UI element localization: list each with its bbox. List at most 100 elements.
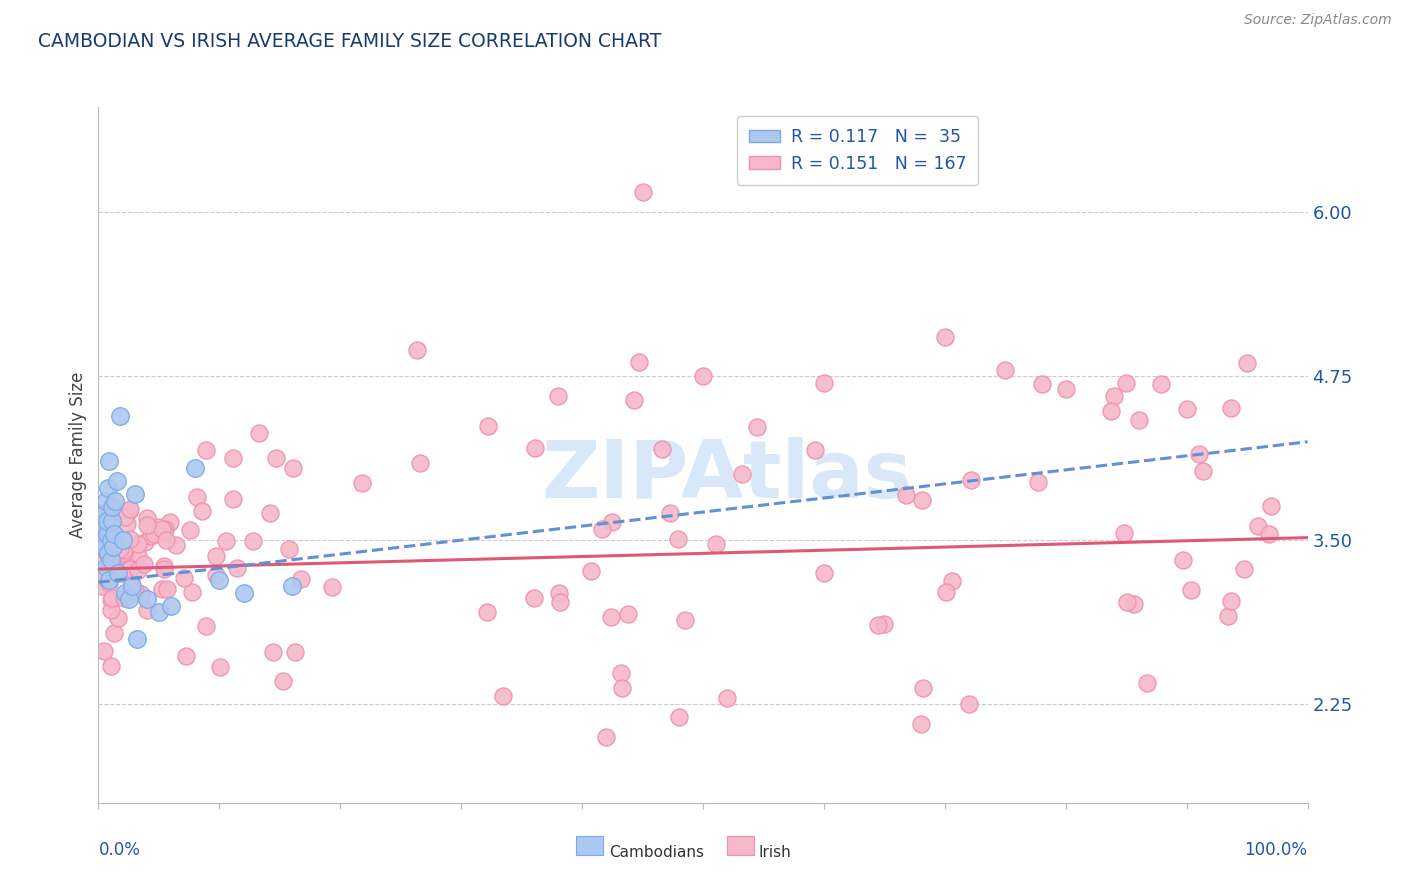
- Point: [100, 553, 122, 567]
- Point: [264, 450, 287, 465]
- Point: [150, 582, 173, 596]
- Point: [135, 592, 157, 607]
- Point: [103, 625, 125, 640]
- Point: [283, 460, 305, 475]
- Point: [1115, 376, 1137, 390]
- Point: [247, 425, 270, 440]
- Point: [1128, 413, 1150, 427]
- Point: [118, 502, 141, 516]
- Point: [692, 369, 714, 384]
- Point: [194, 618, 217, 632]
- Point: [666, 532, 689, 546]
- Point: [127, 563, 149, 577]
- Point: [492, 689, 515, 703]
- Point: [118, 504, 141, 518]
- Point: [114, 549, 136, 563]
- Point: [350, 476, 373, 491]
- Point: [1258, 526, 1281, 541]
- Point: [1188, 446, 1211, 460]
- Point: [100, 593, 122, 607]
- Point: [278, 541, 301, 556]
- Point: [124, 487, 146, 501]
- Point: [548, 586, 571, 600]
- Point: [600, 610, 623, 624]
- Legend: R = 0.117   N =  35, R = 0.151   N = 167: R = 0.117 N = 35, R = 0.151 N = 167: [737, 116, 979, 185]
- Point: [547, 389, 569, 403]
- Point: [1112, 525, 1135, 540]
- Point: [90, 532, 112, 546]
- Point: [1123, 598, 1146, 612]
- Point: [93, 525, 115, 540]
- Point: [112, 591, 135, 605]
- Point: [222, 451, 245, 466]
- Point: [623, 393, 645, 408]
- Point: [184, 461, 207, 475]
- Point: [132, 558, 155, 572]
- Point: [813, 376, 835, 390]
- Point: [104, 494, 127, 508]
- Point: [1099, 403, 1122, 417]
- Point: [205, 549, 228, 564]
- Point: [91, 579, 114, 593]
- Point: [135, 603, 157, 617]
- Point: [673, 613, 696, 627]
- Point: [813, 566, 835, 580]
- Point: [610, 666, 633, 681]
- Point: [98, 454, 121, 468]
- Point: [127, 632, 149, 646]
- Point: [117, 588, 139, 602]
- Point: [131, 586, 153, 600]
- Point: [668, 710, 690, 724]
- Point: [103, 526, 125, 541]
- Point: [96, 507, 118, 521]
- Point: [90, 517, 112, 532]
- Point: [121, 579, 143, 593]
- Point: [120, 574, 142, 589]
- Point: [107, 611, 129, 625]
- Point: [1236, 356, 1258, 370]
- Point: [93, 570, 115, 584]
- Point: [127, 537, 149, 551]
- Point: [179, 523, 201, 537]
- Point: [96, 526, 118, 541]
- Point: [1260, 499, 1282, 513]
- Point: [716, 690, 738, 705]
- Point: [1115, 595, 1137, 609]
- Point: [215, 533, 238, 548]
- Point: [143, 527, 166, 541]
- Point: [290, 572, 312, 586]
- Text: Source: ZipAtlas.com: Source: ZipAtlas.com: [1244, 13, 1392, 28]
- Point: [209, 660, 232, 674]
- Point: [617, 607, 640, 621]
- Point: [1180, 582, 1202, 597]
- Point: [1031, 377, 1053, 392]
- Point: [1102, 389, 1125, 403]
- Point: [174, 648, 197, 663]
- Point: [522, 591, 544, 606]
- Point: [118, 561, 141, 575]
- Point: [107, 538, 129, 552]
- Text: Cambodians: Cambodians: [609, 845, 703, 860]
- Point: [222, 491, 245, 506]
- Point: [281, 579, 304, 593]
- Point: [259, 506, 281, 520]
- Point: [101, 591, 124, 605]
- Point: [941, 574, 963, 588]
- Point: [120, 562, 142, 576]
- Point: [153, 524, 176, 539]
- Point: [271, 674, 294, 689]
- Point: [96, 512, 118, 526]
- Point: [98, 576, 121, 591]
- Point: [93, 509, 115, 524]
- Point: [477, 419, 499, 434]
- Point: [100, 514, 122, 528]
- Point: [91, 520, 114, 534]
- Point: [148, 520, 170, 534]
- Point: [94, 494, 117, 508]
- Point: [595, 730, 617, 744]
- Point: [631, 186, 654, 200]
- Point: [868, 618, 890, 632]
- Point: [124, 584, 146, 599]
- Point: [100, 533, 122, 548]
- Point: [1175, 401, 1198, 416]
